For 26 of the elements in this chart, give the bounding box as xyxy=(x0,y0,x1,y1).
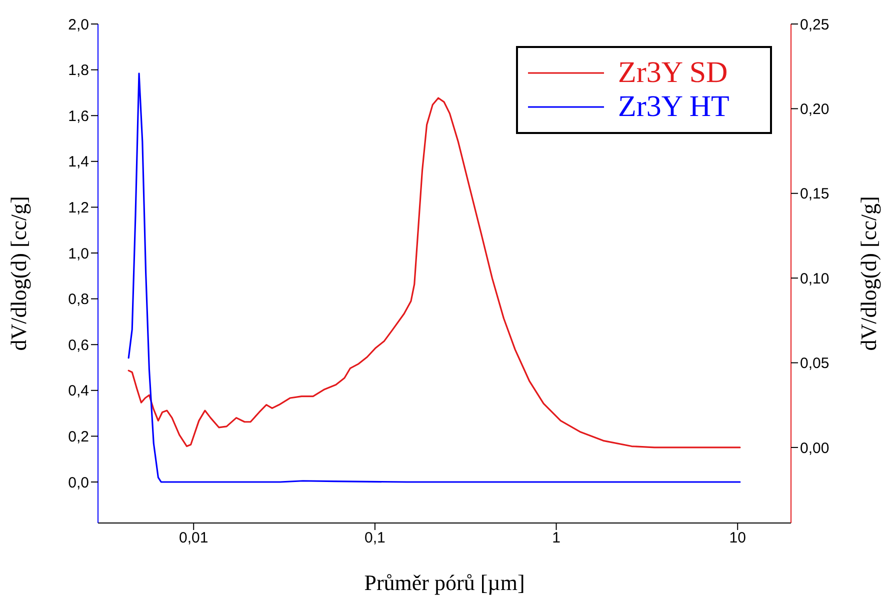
y2-tick-label: 0,10 xyxy=(800,270,830,288)
y2-tick-label: 0,25 xyxy=(800,16,830,34)
x-tick-label: 10 xyxy=(729,530,746,547)
y2-tick-label: 0,05 xyxy=(800,355,830,372)
y2-tick-label: 0,00 xyxy=(800,440,830,457)
y2-tick-label: 0,20 xyxy=(800,101,830,118)
y2-axis-title: dV/dlog(d) [cc/g] xyxy=(856,196,881,351)
y-tick-label: 1,0 xyxy=(68,245,89,262)
y-tick-label: 0,2 xyxy=(68,428,89,446)
y-tick-label: 1,4 xyxy=(68,154,89,171)
legend-label: Zr3Y SD xyxy=(618,56,728,90)
y-tick-label: 1,8 xyxy=(68,62,89,80)
y-tick-label: 2,0 xyxy=(68,16,89,34)
y-tick-label: 0,6 xyxy=(68,336,89,354)
y-tick-label: 0,0 xyxy=(68,474,89,492)
y-axis-title: dV/dlog(d) [cc/g] xyxy=(6,196,31,351)
x-tick-label: 0,1 xyxy=(364,530,386,547)
y2-tick-label: 0,15 xyxy=(800,186,830,203)
x-tick-label: 1 xyxy=(552,530,560,547)
legend-label: Zr3Y HT xyxy=(618,90,730,124)
x-tick-label: 0,01 xyxy=(179,530,208,547)
y-tick-label: 1,2 xyxy=(68,200,89,217)
y-tick-label: 0,4 xyxy=(68,382,89,400)
y-tick-label: 0,8 xyxy=(68,291,89,308)
x-axis-title: Průměr pórů [µm] xyxy=(364,570,525,595)
y-tick-label: 1,6 xyxy=(68,108,89,125)
